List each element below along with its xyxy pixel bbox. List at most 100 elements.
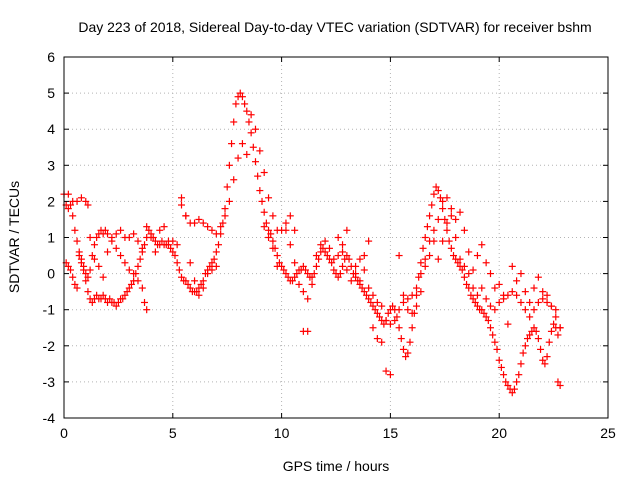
series-track-b	[62, 111, 564, 332]
data-point	[275, 259, 283, 267]
data-point	[232, 100, 240, 108]
data-point	[423, 223, 431, 231]
data-point	[178, 273, 186, 281]
data-point	[519, 349, 527, 357]
data-point	[508, 389, 516, 397]
data-point	[443, 226, 451, 234]
data-point	[441, 215, 449, 223]
data-point	[69, 212, 77, 220]
data-point	[104, 248, 112, 256]
data-point	[358, 284, 366, 292]
data-point	[534, 298, 542, 306]
data-point	[145, 226, 153, 234]
data-point	[108, 237, 116, 245]
y-tick-label: 4	[47, 121, 55, 137]
data-point	[430, 226, 438, 234]
data-point	[399, 291, 407, 299]
data-point	[260, 169, 268, 177]
y-tick-label: -4	[43, 410, 56, 426]
data-point	[439, 197, 447, 205]
data-point	[175, 266, 183, 274]
data-point	[360, 252, 368, 260]
data-point	[230, 118, 238, 126]
data-point	[500, 371, 508, 379]
data-point	[269, 244, 277, 252]
data-point	[197, 280, 205, 288]
data-point	[265, 226, 273, 234]
data-point	[249, 143, 257, 151]
x-tick-labels: 0 5 10 15 20 25	[60, 425, 616, 441]
data-point	[391, 317, 399, 325]
data-point	[230, 176, 238, 184]
data-point	[386, 320, 394, 328]
data-point	[238, 93, 246, 101]
data-point	[182, 277, 190, 285]
data-point	[304, 295, 312, 303]
data-point	[504, 320, 512, 328]
data-point	[491, 284, 499, 292]
data-point	[286, 241, 294, 249]
data-point	[299, 288, 307, 296]
data-point	[130, 270, 138, 278]
data-point	[343, 226, 351, 234]
data-point	[171, 252, 179, 260]
data-point	[454, 259, 462, 267]
data-point	[64, 205, 72, 213]
y-tick-label: 3	[47, 157, 55, 173]
data-point	[119, 295, 127, 303]
data-point	[421, 262, 429, 270]
data-point	[426, 252, 434, 260]
data-point	[360, 266, 368, 274]
data-point	[123, 288, 131, 296]
data-point	[251, 158, 259, 166]
data-point	[106, 295, 114, 303]
data-point	[554, 331, 562, 339]
data-point	[221, 205, 229, 213]
x-tick-label: 15	[383, 425, 399, 441]
x-tick-label: 10	[274, 425, 290, 441]
data-point	[143, 306, 151, 314]
data-point	[376, 313, 384, 321]
data-point	[260, 223, 268, 231]
data-point	[173, 259, 181, 267]
data-point	[534, 273, 542, 281]
data-point	[67, 266, 75, 274]
data-point	[64, 190, 72, 198]
x-axis-label: GPS time / hours	[283, 458, 390, 474]
data-point	[125, 266, 133, 274]
data-point	[228, 140, 236, 148]
data-point	[245, 118, 253, 126]
data-point	[356, 255, 364, 263]
data-point	[365, 237, 373, 245]
data-point	[541, 360, 549, 368]
data-point	[310, 270, 318, 278]
data-point	[158, 237, 166, 245]
y-tick-label: 0	[47, 266, 55, 282]
data-point	[417, 259, 425, 267]
data-point	[371, 306, 379, 314]
data-point	[513, 277, 521, 285]
chart-title: Day 223 of 2018, Sidereal Day-to-day VTE…	[78, 19, 591, 35]
data-point	[482, 259, 490, 267]
data-point	[90, 241, 98, 249]
data-point	[64, 262, 72, 270]
data-point	[521, 288, 529, 296]
data-point	[389, 302, 397, 310]
data-point	[399, 345, 407, 353]
data-point	[77, 194, 85, 202]
data-point	[543, 298, 551, 306]
data-point	[330, 266, 338, 274]
data-point	[210, 255, 218, 263]
data-point	[125, 284, 133, 292]
data-point	[510, 385, 518, 393]
data-point	[473, 302, 481, 310]
data-point	[467, 291, 475, 299]
data-point	[71, 226, 79, 234]
data-point	[321, 248, 329, 256]
data-point	[73, 284, 81, 292]
data-point	[93, 291, 101, 299]
data-point	[169, 237, 177, 245]
data-point	[339, 262, 347, 270]
data-point	[195, 215, 203, 223]
data-point	[282, 226, 290, 234]
